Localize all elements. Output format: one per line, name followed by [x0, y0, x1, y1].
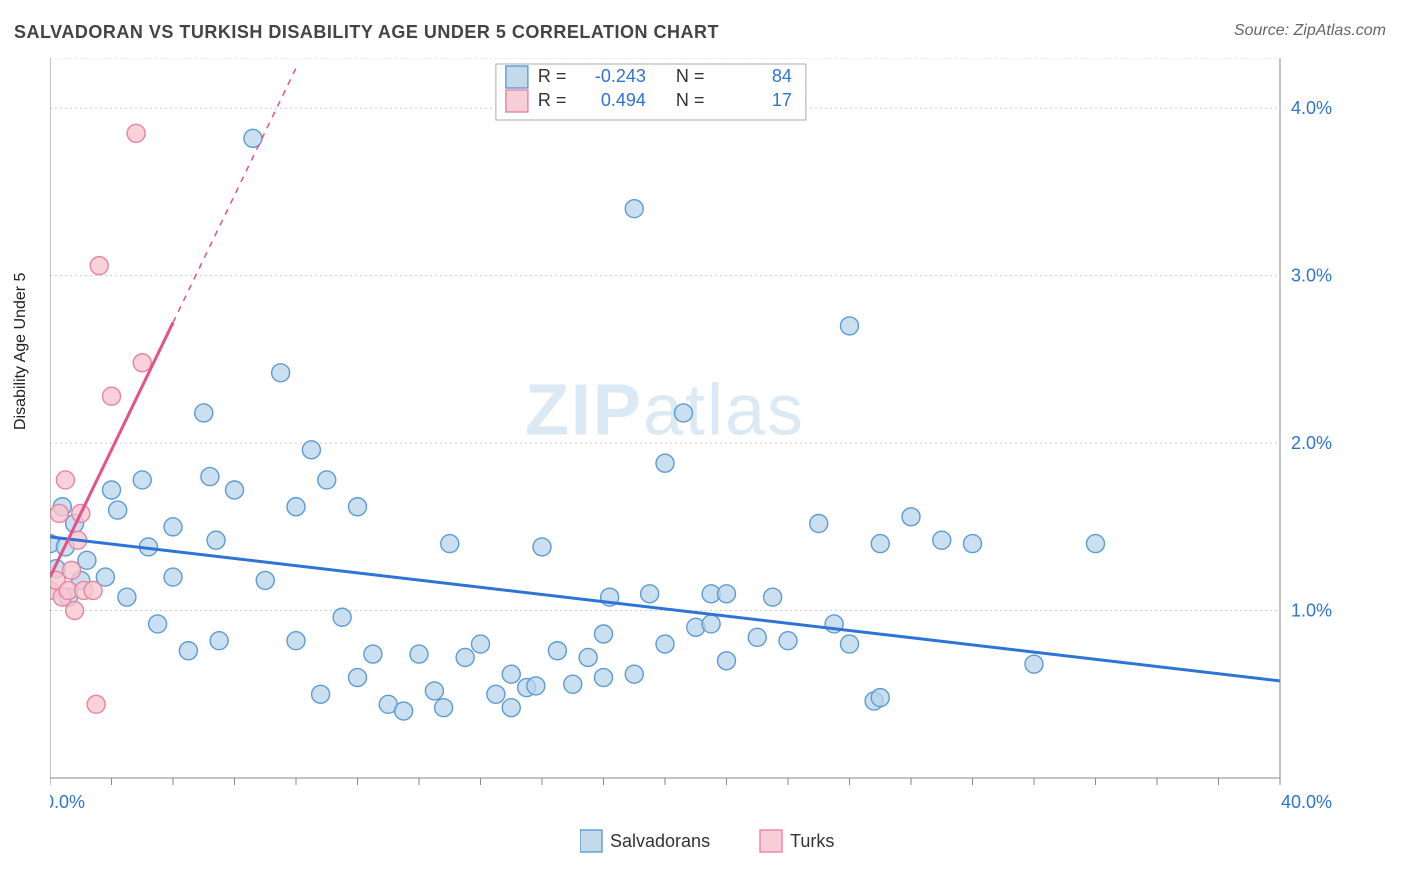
svg-text:Salvadorans: Salvadorans	[610, 831, 710, 851]
svg-text:4.0%: 4.0%	[1291, 98, 1332, 118]
y-axis-label: Disability Age Under 5	[12, 273, 30, 430]
svg-text:2.0%: 2.0%	[1291, 433, 1332, 453]
svg-text:R =: R =	[538, 90, 567, 110]
svg-text:3.0%: 3.0%	[1291, 266, 1332, 286]
svg-text:17: 17	[772, 90, 792, 110]
svg-text:-0.243: -0.243	[595, 66, 646, 86]
svg-text:0.0%: 0.0%	[50, 792, 85, 812]
svg-text:84: 84	[772, 66, 792, 86]
svg-text:N =: N =	[676, 90, 705, 110]
chart-area: 1.0% 2.0% 3.0% 4.0% ZIPatlas 0.0% 40.0% R = -0.2…	[50, 58, 1340, 818]
svg-text:ZIPatlas: ZIPatlas	[525, 371, 805, 451]
svg-text:1.0%: 1.0%	[1291, 601, 1332, 621]
svg-text:0.494: 0.494	[601, 90, 646, 110]
svg-text:40.0%: 40.0%	[1281, 792, 1332, 812]
svg-text:N =: N =	[676, 66, 705, 86]
svg-text:R =: R =	[538, 66, 567, 86]
scatter-chart: 1.0% 2.0% 3.0% 4.0% ZIPatlas 0.0% 40.0% R = -0.2…	[50, 58, 1340, 818]
svg-text:Turks: Turks	[790, 831, 834, 851]
bottom-legend: Salvadorans Turks	[580, 826, 980, 856]
chart-title: SALVADORAN VS TURKISH DISABILITY AGE UND…	[14, 22, 719, 43]
source-label: Source: ZipAtlas.com	[1234, 22, 1386, 40]
